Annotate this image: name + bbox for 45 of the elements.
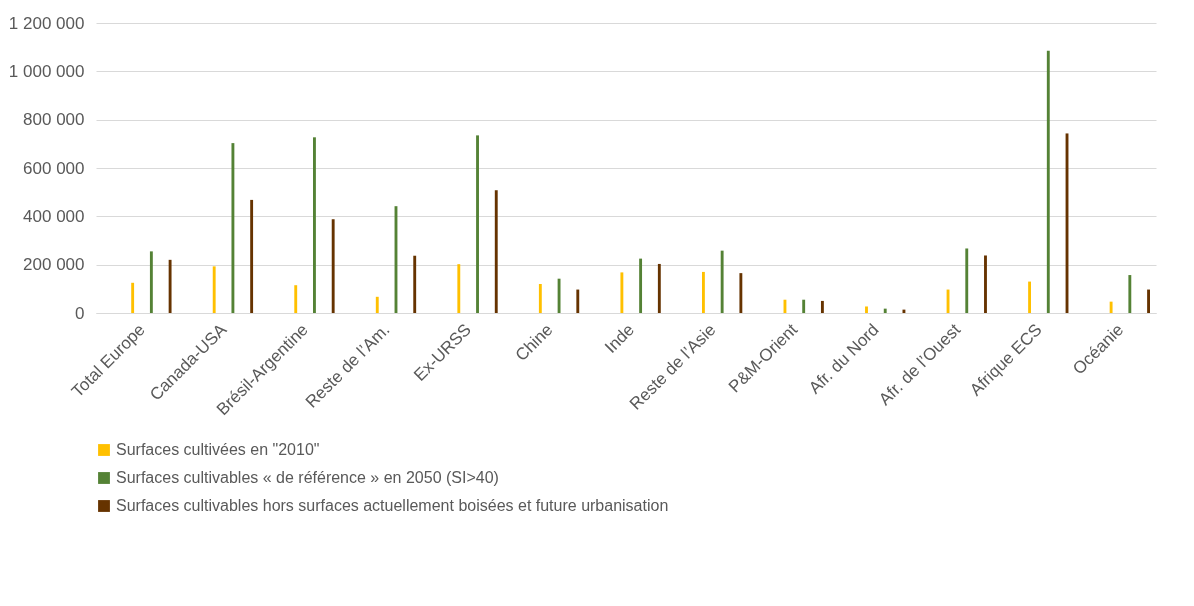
bar bbox=[1109, 301, 1113, 313]
legend-label: Surfaces cultivables hors surfaces actuellement boisées et future urbanisation bbox=[116, 497, 669, 514]
y-tick-label: 800 000 bbox=[23, 110, 85, 130]
y-tick-label: 0 bbox=[75, 303, 85, 323]
y-tick-label: 600 000 bbox=[23, 158, 85, 178]
bar bbox=[149, 251, 153, 313]
bar bbox=[657, 263, 661, 313]
bar bbox=[1028, 281, 1032, 313]
bar bbox=[1046, 50, 1050, 313]
bar bbox=[620, 272, 624, 313]
bar bbox=[576, 289, 580, 313]
bar bbox=[212, 266, 216, 313]
y-tick-label: 1 000 000 bbox=[8, 61, 85, 81]
legend-label: Surfaces cultivables « de référence » en 2050 (SI>40) bbox=[116, 469, 499, 486]
bar bbox=[720, 250, 724, 313]
bar bbox=[538, 284, 542, 313]
bar bbox=[984, 255, 987, 313]
bar bbox=[250, 199, 254, 313]
bar bbox=[965, 248, 969, 313]
bar bbox=[168, 259, 172, 313]
bar bbox=[1147, 289, 1150, 313]
legend-label: Surfaces cultivées en "2010" bbox=[116, 441, 320, 458]
bar bbox=[231, 143, 235, 313]
bar bbox=[294, 285, 298, 313]
bar bbox=[131, 282, 135, 313]
bar bbox=[313, 137, 316, 313]
bar bbox=[375, 296, 379, 313]
bar bbox=[494, 190, 498, 313]
bar bbox=[476, 135, 479, 313]
x-tick-label: Inde bbox=[601, 320, 639, 357]
bar bbox=[413, 255, 417, 313]
y-tick-label: 200 000 bbox=[23, 255, 85, 275]
bar bbox=[457, 264, 461, 313]
y-tick-label: 1 200 000 bbox=[8, 13, 85, 33]
bar bbox=[802, 299, 806, 313]
y-tick-label: 400 000 bbox=[23, 206, 85, 226]
bar bbox=[1128, 275, 1132, 313]
bar bbox=[639, 258, 643, 313]
bar bbox=[820, 300, 824, 313]
bar bbox=[739, 273, 743, 313]
bar bbox=[701, 271, 705, 313]
bar bbox=[557, 278, 561, 313]
bar bbox=[883, 308, 887, 313]
bar bbox=[865, 306, 868, 313]
bar bbox=[331, 219, 335, 313]
